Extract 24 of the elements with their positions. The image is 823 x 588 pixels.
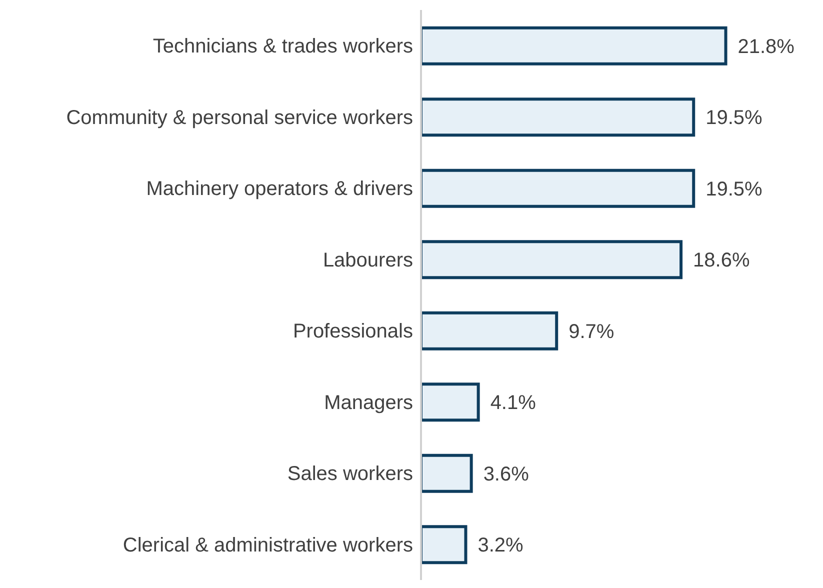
data-label: 9.7% bbox=[568, 320, 614, 343]
data-label: 21.8% bbox=[738, 36, 795, 58]
data-label: 4.1% bbox=[490, 392, 536, 414]
bar bbox=[421, 525, 468, 564]
bar bbox=[421, 240, 683, 280]
data-label: 3.6% bbox=[483, 463, 530, 486]
y-tick-label: Clerical & administrative workers bbox=[122, 534, 413, 556]
data-label: 19.5% bbox=[706, 178, 763, 200]
y-tick-label: Machinery operators & drivers bbox=[146, 178, 413, 200]
bar bbox=[421, 98, 696, 137]
y-tick-label: Professionals bbox=[292, 320, 413, 343]
bar bbox=[421, 454, 473, 493]
bar bbox=[421, 311, 558, 350]
data-label: 18.6% bbox=[693, 250, 750, 272]
data-label: 19.5% bbox=[706, 107, 763, 130]
y-tick-label: Community & personal service workers bbox=[66, 106, 413, 129]
bar bbox=[421, 168, 696, 208]
y-tick-label: Technicians & trades workers bbox=[152, 36, 413, 58]
bar bbox=[421, 26, 728, 66]
data-label: 3.2% bbox=[478, 534, 524, 557]
y-tick-label: Labourers bbox=[322, 249, 413, 272]
bar bbox=[421, 382, 480, 422]
y-tick-label: Managers bbox=[324, 392, 413, 414]
y-tick-label: Sales workers bbox=[287, 463, 413, 486]
